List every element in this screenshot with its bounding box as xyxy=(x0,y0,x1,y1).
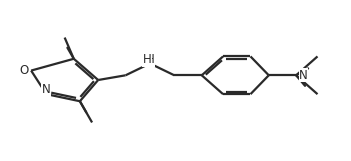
Text: N: N xyxy=(299,69,308,82)
Text: H: H xyxy=(146,53,154,66)
Text: O: O xyxy=(19,64,28,77)
Text: H: H xyxy=(143,53,151,66)
Text: N: N xyxy=(42,83,51,96)
